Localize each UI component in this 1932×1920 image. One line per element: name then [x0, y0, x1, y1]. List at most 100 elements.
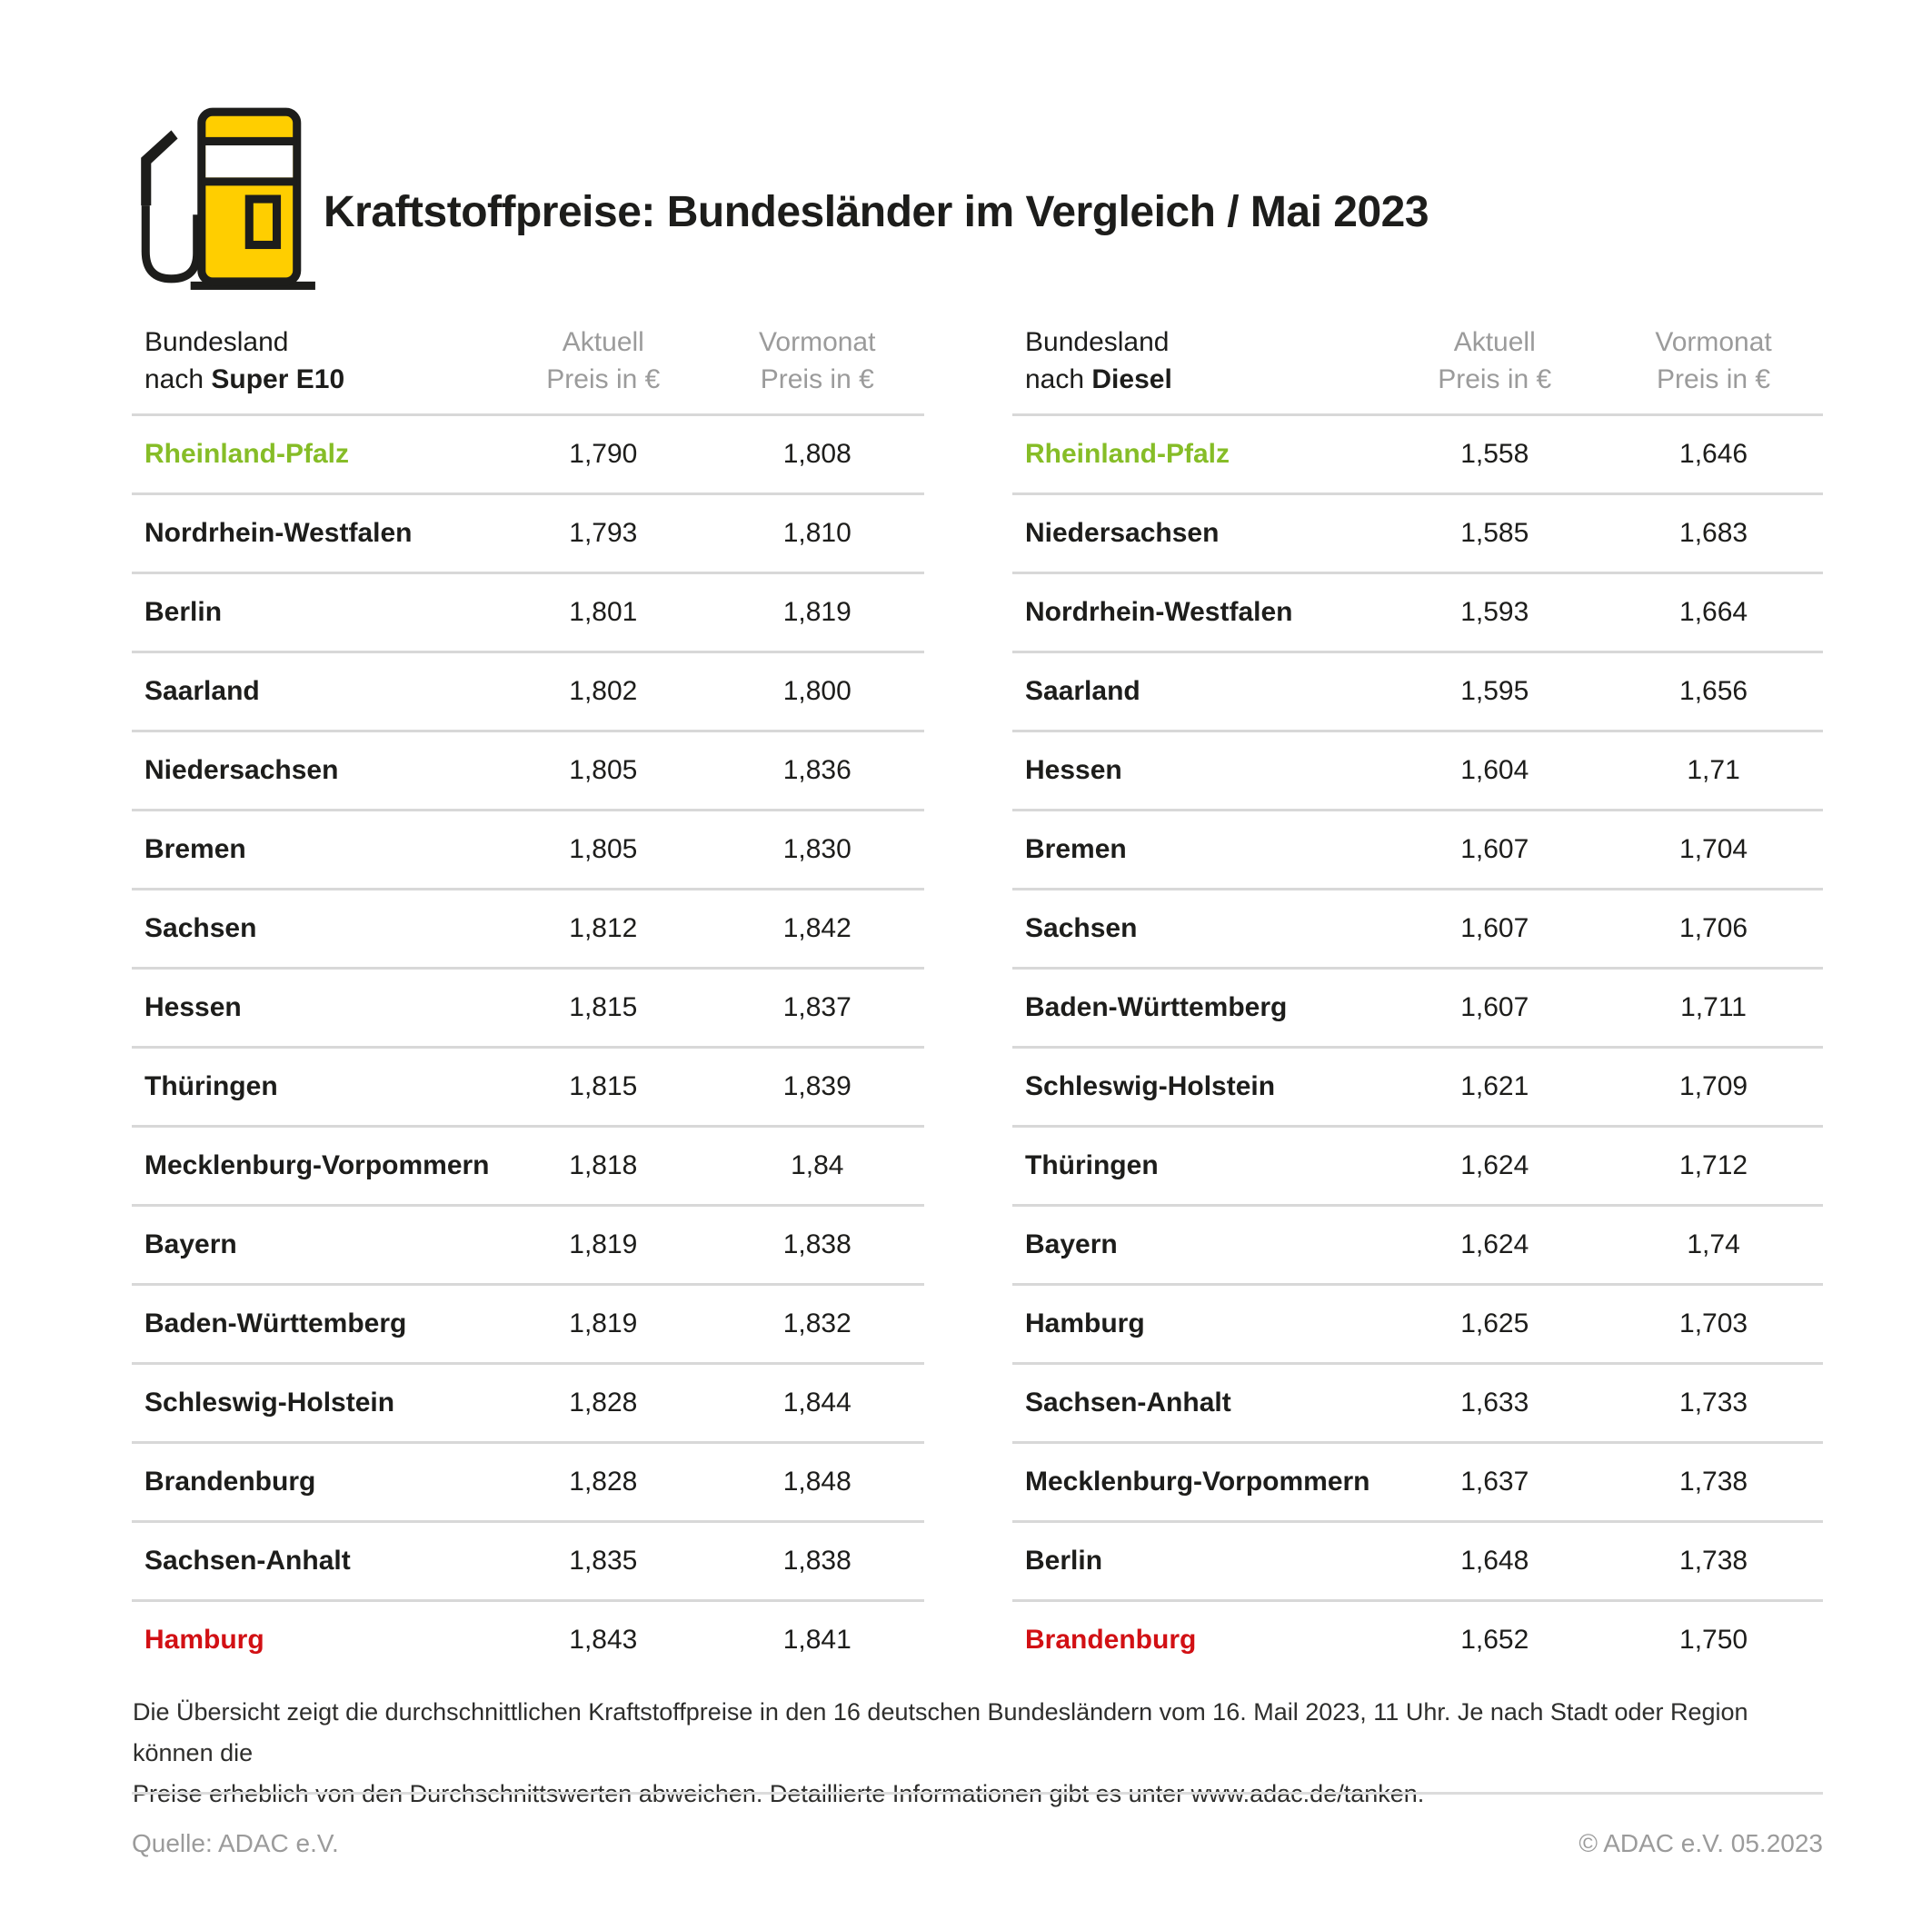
- column-header-bundesland: Bundesland nach Diesel: [1012, 323, 1385, 398]
- vormonat-price-cell: 1,808: [782, 439, 851, 469]
- state-name-cell: Mecklenburg-Vorpommern: [1025, 1467, 1370, 1497]
- vormonat-price-cell: 1,84: [791, 1150, 844, 1180]
- table-row: Sachsen-Anhalt 1,835 1,838: [132, 1520, 924, 1599]
- aktuell-price-cell: 1,558: [1460, 439, 1529, 469]
- header-line-2: Preis in €: [1438, 364, 1552, 394]
- state-name-cell: Thüringen: [144, 1071, 278, 1101]
- aktuell-price-cell: 1,624: [1460, 1150, 1529, 1180]
- header-line-2: Preis in €: [1657, 364, 1771, 394]
- aktuell-price-cell: 1,648: [1460, 1546, 1529, 1576]
- table-row: Mecklenburg-Vorpommern 1,818 1,84: [132, 1125, 924, 1204]
- fuel-pump-icon: [141, 107, 315, 290]
- state-name-cell: Baden-Württemberg: [1025, 992, 1288, 1022]
- aktuell-price-cell: 1,604: [1460, 755, 1529, 785]
- vormonat-price-cell: 1,836: [782, 755, 851, 785]
- table-row: Thüringen 1,624 1,712: [1012, 1125, 1823, 1204]
- state-name-cell: Baden-Württemberg: [144, 1308, 407, 1338]
- footer: Quelle: ADAC e.V. © ADAC e.V. 05.2023: [132, 1829, 1823, 1858]
- table-diesel: Bundesland nach Diesel Aktuell Preis in …: [1012, 323, 1823, 1678]
- vormonat-price-cell: 1,664: [1679, 597, 1748, 627]
- table-row: Hamburg 1,843 1,841: [132, 1599, 924, 1678]
- table-row: Thüringen 1,815 1,839: [132, 1046, 924, 1125]
- aktuell-price-cell: 1,607: [1460, 992, 1529, 1022]
- state-name-cell: Sachsen: [1025, 913, 1138, 943]
- aktuell-price-cell: 1,624: [1460, 1229, 1529, 1259]
- table-row: Sachsen-Anhalt 1,633 1,733: [1012, 1362, 1823, 1441]
- aktuell-price-cell: 1,805: [569, 755, 638, 785]
- state-name-cell: Bayern: [144, 1229, 237, 1259]
- table-row: Hessen 1,815 1,837: [132, 967, 924, 1046]
- pump-screen-shape: [205, 145, 294, 178]
- column-header-vormonat: Vormonat Preis in €: [1604, 323, 1823, 398]
- aktuell-price-cell: 1,802: [569, 676, 638, 706]
- state-name-cell: Brandenburg: [1025, 1625, 1197, 1655]
- aktuell-price-cell: 1,818: [569, 1150, 638, 1180]
- header-prefix: nach: [1025, 364, 1092, 394]
- vormonat-price-cell: 1,832: [782, 1308, 851, 1338]
- aktuell-price-cell: 1,593: [1460, 597, 1529, 627]
- state-name-cell: Sachsen-Anhalt: [144, 1546, 351, 1576]
- state-name-cell: Hessen: [144, 992, 242, 1022]
- table-row: Baden-Württemberg 1,607 1,711: [1012, 967, 1823, 1046]
- page-title: Kraftstoffpreise: Bundesländer im Vergle…: [324, 188, 1429, 236]
- aktuell-price-cell: 1,595: [1460, 676, 1529, 706]
- vormonat-price-cell: 1,838: [782, 1546, 851, 1576]
- state-name-cell: Hessen: [1025, 755, 1122, 785]
- state-name-cell: Nordrhein-Westfalen: [1025, 597, 1293, 627]
- header-line-1: Vormonat: [759, 327, 876, 357]
- source-label: Quelle: ADAC e.V.: [132, 1829, 339, 1857]
- column-header-vormonat: Vormonat Preis in €: [711, 323, 924, 398]
- aktuell-price-cell: 1,828: [569, 1467, 638, 1497]
- state-name-cell: Sachsen: [144, 913, 257, 943]
- column-header-aktuell: Aktuell Preis in €: [496, 323, 710, 398]
- vormonat-price-cell: 1,712: [1679, 1150, 1748, 1180]
- vormonat-price-cell: 1,733: [1679, 1388, 1748, 1418]
- state-name-cell: Saarland: [144, 676, 260, 706]
- table-row: Brandenburg 1,652 1,750: [1012, 1599, 1823, 1678]
- state-name-cell: Bremen: [1025, 834, 1127, 864]
- state-name-cell: Sachsen-Anhalt: [1025, 1388, 1231, 1418]
- vormonat-price-cell: 1,703: [1679, 1308, 1748, 1338]
- state-name-cell: Bayern: [1025, 1229, 1118, 1259]
- vormonat-price-cell: 1,800: [782, 676, 851, 706]
- vormonat-price-cell: 1,738: [1679, 1546, 1748, 1576]
- aktuell-price-cell: 1,585: [1460, 518, 1529, 548]
- vormonat-price-cell: 1,839: [782, 1071, 851, 1101]
- table-row: Bremen 1,607 1,704: [1012, 809, 1823, 888]
- header-line-1: Vormonat: [1655, 327, 1772, 357]
- table-row: Bayern 1,624 1,74: [1012, 1204, 1823, 1283]
- state-name-cell: Bremen: [144, 834, 246, 864]
- state-name-cell: Saarland: [1025, 676, 1140, 706]
- table-row: Bayern 1,819 1,838: [132, 1204, 924, 1283]
- table-row: Saarland 1,802 1,800: [132, 651, 924, 730]
- header-line-1: Bundesland: [144, 327, 289, 357]
- aktuell-price-cell: 1,793: [569, 518, 638, 548]
- table-super-e10: Bundesland nach Super E10 Aktuell Preis …: [132, 323, 924, 1678]
- aktuell-price-cell: 1,621: [1460, 1071, 1529, 1101]
- vormonat-price-cell: 1,656: [1679, 676, 1748, 706]
- table-row: Hessen 1,604 1,71: [1012, 730, 1823, 809]
- table-row: Nordrhein-Westfalen 1,593 1,664: [1012, 572, 1823, 651]
- aktuell-price-cell: 1,815: [569, 1071, 638, 1101]
- vormonat-price-cell: 1,750: [1679, 1625, 1748, 1655]
- vormonat-price-cell: 1,738: [1679, 1467, 1748, 1497]
- table-row: Bremen 1,805 1,830: [132, 809, 924, 888]
- aktuell-price-cell: 1,819: [569, 1308, 638, 1338]
- footnote-line-1: Die Übersicht zeigt die durchschnittlich…: [133, 1698, 1748, 1766]
- vormonat-price-cell: 1,71: [1687, 755, 1740, 785]
- table-row: Schleswig-Holstein 1,621 1,709: [1012, 1046, 1823, 1125]
- header-line-1: Aktuell: [1453, 327, 1536, 357]
- aktuell-price-cell: 1,801: [569, 597, 638, 627]
- footer-divider: [132, 1792, 1823, 1795]
- table-row: Hamburg 1,625 1,703: [1012, 1283, 1823, 1362]
- vormonat-price-cell: 1,837: [782, 992, 851, 1022]
- header-line-2: Preis in €: [546, 364, 661, 394]
- table-row: Schleswig-Holstein 1,828 1,844: [132, 1362, 924, 1441]
- copyright-label: © ADAC e.V. 05.2023: [1578, 1829, 1823, 1857]
- table-row: Berlin 1,801 1,819: [132, 572, 924, 651]
- aktuell-price-cell: 1,815: [569, 992, 638, 1022]
- column-header-bundesland: Bundesland nach Super E10: [132, 323, 496, 398]
- vormonat-price-cell: 1,844: [782, 1388, 851, 1418]
- state-name-cell: Hamburg: [1025, 1308, 1145, 1338]
- vormonat-price-cell: 1,704: [1679, 834, 1748, 864]
